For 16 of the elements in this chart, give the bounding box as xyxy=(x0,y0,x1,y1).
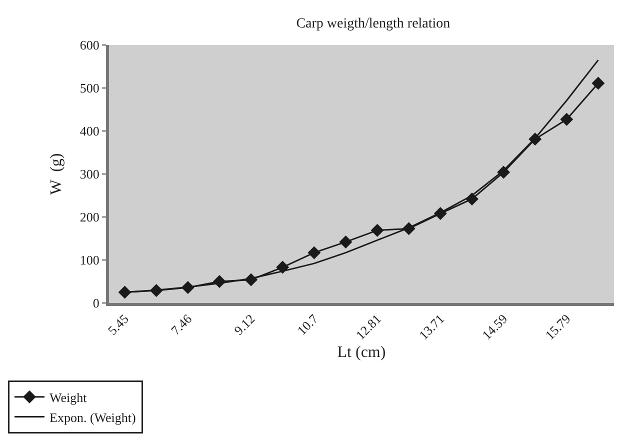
x-axis-title: Lt (cm) xyxy=(337,344,386,362)
y-tick-label: 200 xyxy=(80,210,100,225)
y-tick-label: 600 xyxy=(80,38,100,53)
x-tick-label: 5.45 xyxy=(104,311,132,338)
y-tick-label: 100 xyxy=(80,252,100,268)
x-tick-label: 9.12 xyxy=(231,311,258,338)
legend-label: Weight xyxy=(50,390,88,405)
x-tick-label: 7.46 xyxy=(168,310,195,338)
legend-label: Expon. (Weight) xyxy=(50,410,136,425)
y-axis-title: W (g) xyxy=(48,153,65,195)
chart-title: Carp weigth/length relation xyxy=(296,16,450,32)
x-tick-label: 10.7 xyxy=(294,310,322,338)
y-tick-label: 0 xyxy=(92,296,100,311)
y-tick-label: 300 xyxy=(80,166,100,182)
y-tick-label: 400 xyxy=(80,124,100,139)
y-tick-label: 500 xyxy=(80,80,100,96)
